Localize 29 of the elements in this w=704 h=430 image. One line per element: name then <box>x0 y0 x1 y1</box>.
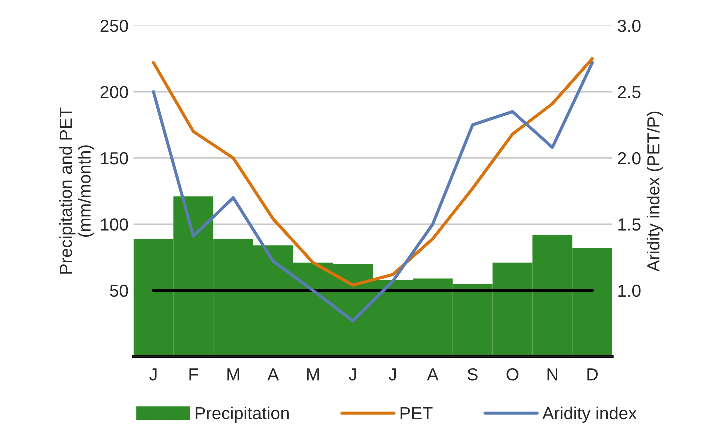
x-tick-label: M <box>307 368 320 381</box>
y-tick-label: 50 <box>110 284 128 298</box>
x-tick-label: D <box>588 368 598 381</box>
x-tick-label: M <box>228 368 240 381</box>
y-tick-label: 100 <box>101 218 128 231</box>
legend-label: Aridity index <box>542 406 637 424</box>
x-tick-label: O <box>506 368 519 381</box>
x-tick-label: J <box>150 368 157 381</box>
y2-tick-label: 1.5 <box>618 218 641 231</box>
y-tick-label: 250 <box>100 20 128 32</box>
y-tick-label: 200 <box>100 86 128 98</box>
x-tick-label: A <box>427 368 439 381</box>
y2-tick-label: 3.0 <box>618 20 641 32</box>
line-series <box>152 57 594 287</box>
line-series <box>152 61 594 323</box>
y2-axis-title: Aridity index (PET/P) <box>647 112 664 272</box>
x-tick-label: A <box>268 368 280 381</box>
y-tick-label: 150 <box>101 152 128 165</box>
x-tick-label: S <box>468 368 478 381</box>
legend-label: Precipitation <box>196 406 289 424</box>
x-tick-label: F <box>190 368 198 381</box>
legend-label: PET <box>400 407 433 420</box>
y2-tick-label: 1.0 <box>618 284 641 298</box>
x-tick-label: J <box>389 368 396 381</box>
x-tick-label: J <box>349 368 356 381</box>
y2-tick-label: 2.5 <box>618 86 641 98</box>
y2-tick-label: 2.0 <box>618 152 641 165</box>
y-axis-title: Precipitation and PET (mm/month) <box>59 108 94 274</box>
x-tick-label: N <box>548 368 558 381</box>
